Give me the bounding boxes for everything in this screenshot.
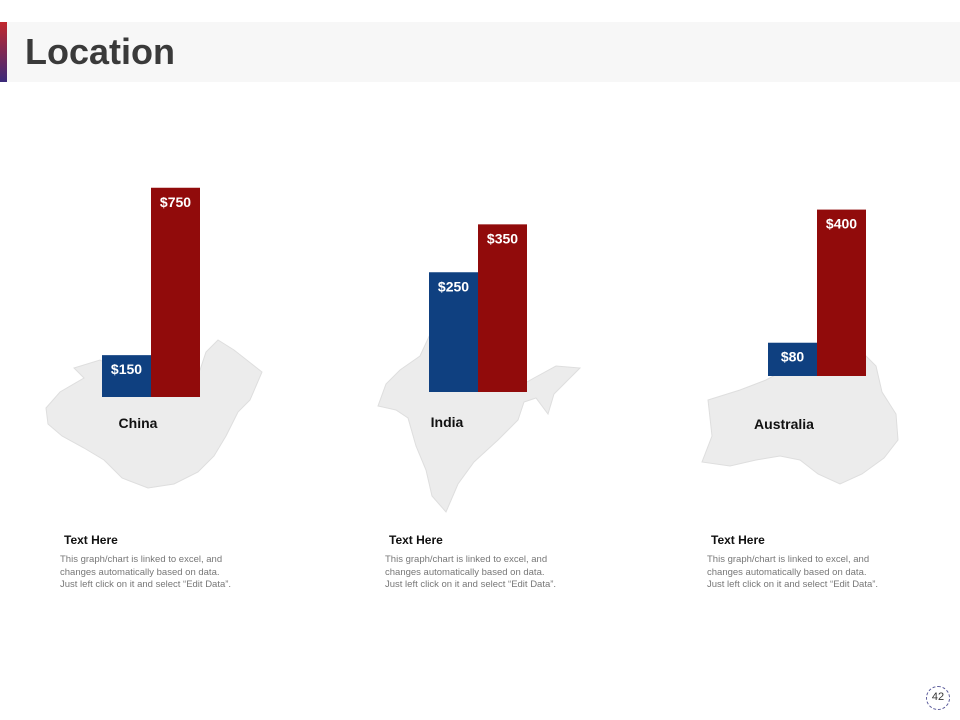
bar-china-750 (151, 187, 200, 397)
bar-label-australia-80: $80 (781, 349, 805, 365)
bar-label-india-250: $250 (438, 278, 469, 294)
bar-australia-400 (817, 209, 866, 376)
country-label-india: India (431, 414, 464, 430)
caption-australia: Text Here This graph/chart is linked to … (707, 533, 937, 592)
country-label-china: China (119, 415, 158, 431)
caption-heading: Text Here (389, 533, 443, 547)
chart-china: $150 $750 China (102, 187, 200, 431)
caption-heading: Text Here (64, 533, 118, 547)
bar-australia-80 (768, 342, 818, 376)
bar-india-250 (429, 272, 479, 392)
bar-label-china-750: $750 (160, 194, 191, 210)
chart-india: $250 $350 India (429, 224, 527, 430)
caption-india: Text Here This graph/chart is linked to … (385, 533, 615, 592)
page-ring-icon (926, 686, 950, 710)
page-title: Location (25, 31, 175, 72)
page-number: 42 (931, 691, 945, 703)
caption-text: This graph/chart is linked to excel, and… (385, 554, 557, 590)
bar-label-china-150: $150 (111, 361, 142, 377)
caption-text: This graph/chart is linked to excel, and… (707, 554, 879, 590)
country-label-australia: Australia (754, 416, 814, 432)
caption-heading: Text Here (711, 533, 765, 547)
bar-label-australia-400: $400 (826, 216, 857, 232)
bar-india-350 (478, 224, 527, 392)
bar-label-india-350: $350 (487, 230, 518, 246)
page-number-badge: 42 (924, 684, 952, 712)
bar-china-150 (102, 355, 152, 397)
title-bar: Location (0, 22, 960, 82)
title-accent (0, 22, 7, 82)
caption-china: Text Here This graph/chart is linked to … (60, 533, 290, 592)
caption-text: This graph/chart is linked to excel, and… (60, 554, 232, 590)
chart-australia: $80 $400 Australia (754, 209, 866, 432)
